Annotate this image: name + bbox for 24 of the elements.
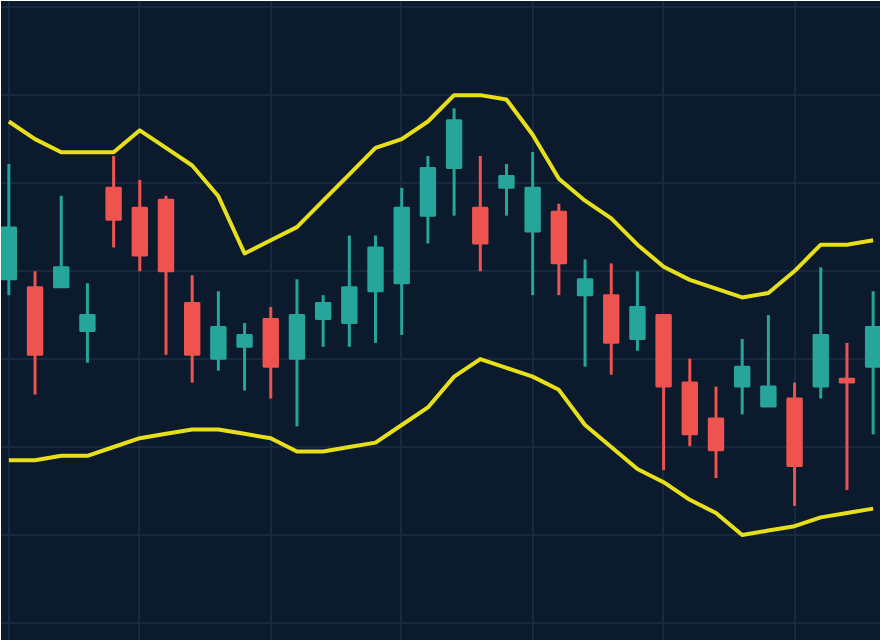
candlestick [524, 150, 541, 297]
candlestick [838, 341, 856, 492]
candlestick [105, 154, 122, 249]
candlestick [445, 106, 463, 218]
candlestick [864, 289, 880, 436]
candlestick [629, 269, 646, 353]
candlestick [603, 261, 620, 377]
candlestick [262, 305, 279, 401]
candlestick [419, 154, 437, 245]
candlestick [288, 277, 306, 428]
candlestick [707, 385, 725, 480]
candlestick [131, 178, 149, 273]
candlestick [53, 194, 70, 289]
candlestick [472, 154, 489, 273]
candlestick [733, 337, 751, 416]
candlestick [210, 289, 227, 373]
candlestick [236, 321, 253, 393]
candlestick [367, 234, 384, 345]
candlestick [498, 162, 515, 218]
candlestick [341, 234, 358, 349]
candlestick [79, 281, 96, 365]
candlestick [760, 313, 777, 408]
candlestick [314, 293, 332, 349]
candlestick [576, 257, 594, 369]
